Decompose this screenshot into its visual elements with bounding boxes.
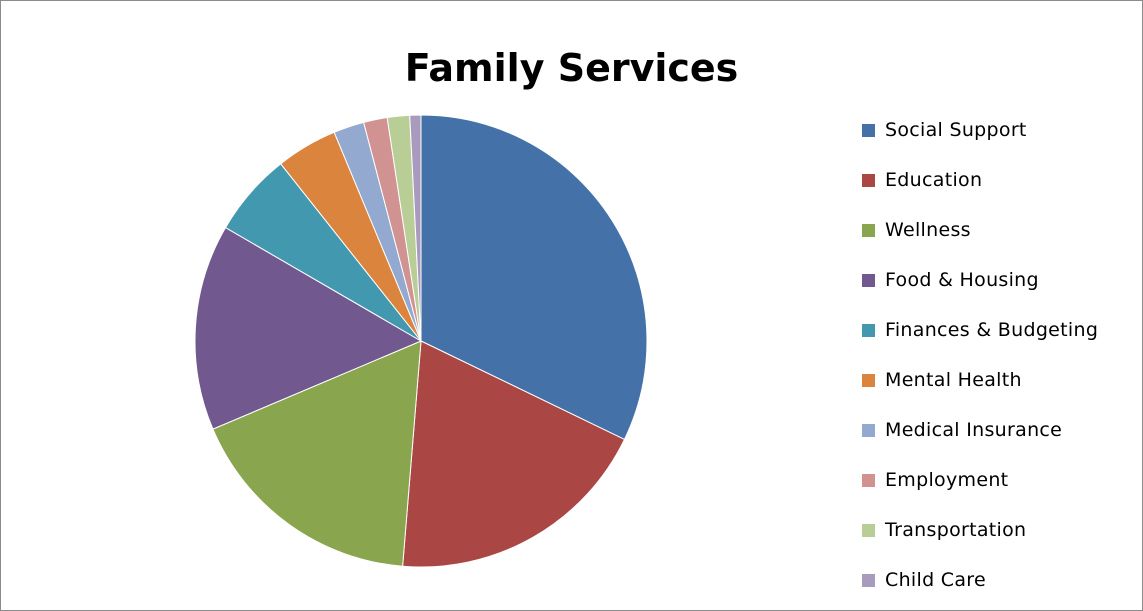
legend-item-food-and-housing: Food & Housing bbox=[862, 267, 1039, 293]
legend-item-transportation: Transportation bbox=[862, 517, 1026, 543]
legend-label: Employment bbox=[885, 469, 1009, 491]
pie-slice-food-and-housing bbox=[194, 226, 423, 430]
legend-swatch bbox=[862, 423, 875, 437]
chart-title: Family Services bbox=[404, 46, 739, 90]
legend-label: Food & Housing bbox=[885, 269, 1039, 291]
legend-item-mental-health: Mental Health bbox=[862, 367, 1022, 393]
chart-legend: Social Support Education Wellness Food & Ho… bbox=[862, 0, 1132, 611]
legend-label: Child Care bbox=[885, 569, 986, 591]
legend-item-education: Education bbox=[862, 167, 982, 193]
legend-swatch bbox=[862, 123, 875, 137]
legend-swatch bbox=[862, 323, 875, 337]
legend-swatch bbox=[862, 523, 875, 537]
legend-item-employment: Employment bbox=[862, 467, 1008, 493]
legend-item-social-support: Social Support bbox=[862, 117, 1027, 143]
pie-slices bbox=[194, 114, 648, 568]
legend-swatch bbox=[862, 223, 875, 237]
pie-slice-child-care bbox=[409, 114, 422, 342]
legend-label: Mental Health bbox=[885, 369, 1022, 391]
legend-swatch bbox=[862, 473, 875, 487]
legend-label: Education bbox=[885, 169, 983, 191]
legend-swatch bbox=[862, 373, 875, 387]
legend-label: Finances & Budgeting bbox=[885, 319, 1099, 341]
legend-label: Transportation bbox=[885, 519, 1027, 541]
pie-slice-wellness bbox=[212, 340, 422, 567]
legend-label: Medical Insurance bbox=[885, 419, 1063, 441]
pie-slice-education bbox=[402, 340, 626, 568]
legend-swatch bbox=[862, 273, 875, 287]
legend-item-child-care: Child Care bbox=[862, 567, 986, 593]
legend-item-medical-insurance: Medical Insurance bbox=[862, 417, 1062, 443]
legend-swatch bbox=[862, 573, 875, 587]
legend-item-finances-and-budgeting: Finances & Budgeting bbox=[862, 317, 1098, 343]
legend-label: Wellness bbox=[885, 219, 971, 241]
legend-label: Social Support bbox=[885, 119, 1027, 141]
pie-slice-social-support bbox=[420, 114, 648, 441]
legend-item-wellness: Wellness bbox=[862, 217, 971, 243]
legend-swatch bbox=[862, 173, 875, 187]
